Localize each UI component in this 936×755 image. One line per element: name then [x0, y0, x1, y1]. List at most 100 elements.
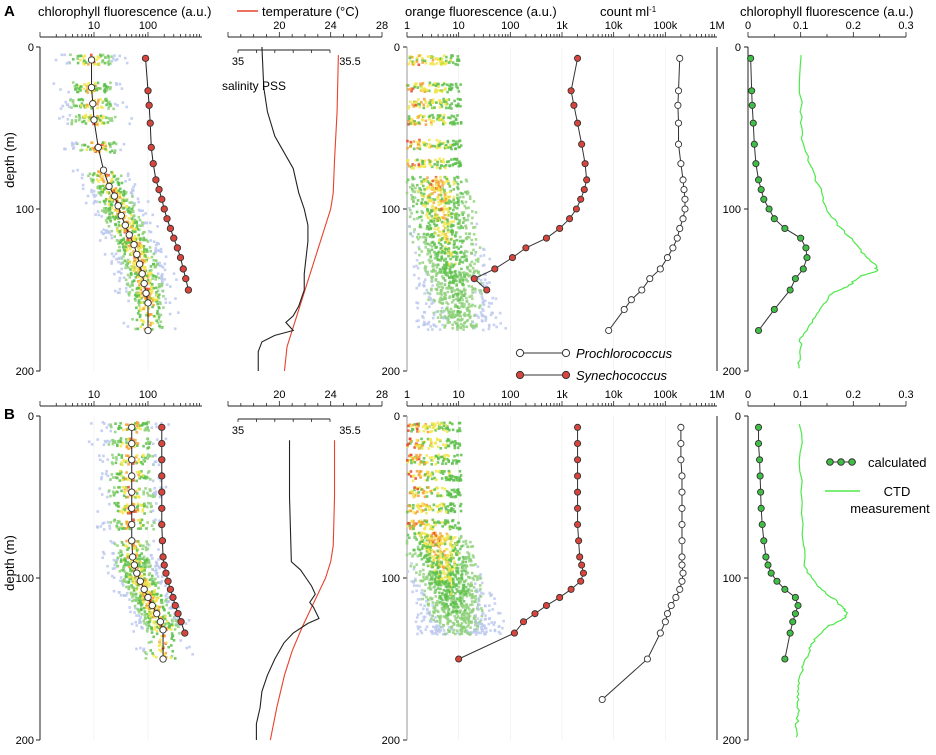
- orange-density-cell: [469, 315, 472, 318]
- chl-density-cell: [90, 443, 94, 446]
- chl-density-cell: [106, 101, 110, 105]
- chl-density-cell: [100, 493, 104, 496]
- chl-density-cell: [140, 552, 143, 555]
- orange-density-cell: [443, 165, 446, 168]
- chl-density-cell: [137, 303, 141, 307]
- orange-density-cell: [450, 212, 454, 215]
- orange-density-cell: [448, 207, 452, 210]
- chl-density-cell: [146, 491, 149, 495]
- orange-density-cell: [406, 84, 410, 87]
- chl-density-cell: [151, 580, 154, 583]
- orange-density-cell: [461, 276, 464, 279]
- orange-density-cell: [435, 478, 438, 481]
- chl-density-cell: [118, 510, 121, 513]
- orange-density-cell: [443, 205, 446, 208]
- orange-density-cell: [422, 563, 425, 566]
- orange-density-cell: [443, 62, 447, 66]
- orange-density-cell: [450, 121, 453, 124]
- chl-density-cell: [138, 557, 142, 560]
- orange-density-cell: [461, 597, 464, 600]
- orange-density-cell: [453, 615, 456, 618]
- orange-density-cell: [447, 106, 451, 110]
- chl-density-cell: [66, 122, 70, 125]
- chl-density-cell: [129, 567, 132, 571]
- orange-density-cell: [436, 461, 440, 464]
- orange-density-cell: [456, 299, 460, 302]
- chl-density-cell: [125, 503, 129, 507]
- orange-density-cell: [467, 214, 470, 218]
- chl-density-cell: [134, 460, 137, 464]
- calculated-point: [749, 119, 757, 127]
- chl-density-cell: [129, 446, 133, 449]
- orange-density-cell: [470, 304, 473, 308]
- orange-density-cell: [457, 90, 461, 93]
- chl-density-cell: [154, 286, 158, 290]
- chl-density-cell: [136, 426, 140, 430]
- orange-density-cell: [427, 195, 430, 199]
- orange-density-cell: [441, 557, 445, 561]
- chl-density-cell: [107, 191, 110, 194]
- orange-density-cell: [412, 524, 416, 528]
- chl-density-cell: [102, 521, 106, 525]
- orange-density-cell: [456, 328, 459, 331]
- orange-density-cell: [422, 322, 426, 326]
- chl-density-cell: [99, 190, 103, 194]
- syn-chl-point: [158, 537, 167, 545]
- orange-density-cell: [443, 241, 447, 244]
- salinity-line: [257, 46, 309, 371]
- orange-density-cell: [420, 210, 424, 213]
- chl-density-cell: [172, 639, 176, 642]
- chl-density-cell: [157, 615, 161, 619]
- orange-density-cell: [439, 296, 443, 300]
- syn-chl-point: [149, 159, 157, 168]
- chl-density-cell: [90, 422, 93, 425]
- orange-density-cell: [406, 459, 409, 462]
- chl-density-cell: [145, 629, 149, 633]
- orange-density-cell: [444, 245, 448, 249]
- chl-density-cell: [143, 598, 146, 601]
- orange-density-cell: [446, 493, 449, 497]
- median-chl-point: [135, 260, 144, 268]
- chl-density-cell: [165, 598, 168, 601]
- orange-density-cell: [416, 306, 419, 310]
- chl-density-cell: [143, 610, 147, 613]
- orange-density-cell: [433, 242, 436, 246]
- orange-density-cell: [450, 147, 453, 151]
- chl-density-cell: [124, 278, 128, 282]
- chl-density-cell: [146, 613, 149, 616]
- chl-density-cell: [136, 312, 140, 315]
- syn-chl-point: [155, 185, 163, 194]
- orange-density-cell: [407, 429, 410, 432]
- chl-density-cell: [132, 599, 136, 602]
- chl-density-cell: [115, 458, 118, 461]
- orange-density-cell: [434, 277, 438, 281]
- chl-density-cell: [151, 305, 154, 309]
- orange-density-cell: [467, 206, 470, 210]
- syn-chl-point: [158, 488, 166, 496]
- orange-density-cell: [473, 314, 476, 318]
- orange-density-cell: [474, 563, 477, 566]
- orange-density-cell: [412, 177, 416, 181]
- chl-density-cell: [118, 287, 122, 291]
- chl-density-cell: [171, 649, 175, 653]
- orange-density-cell: [439, 455, 443, 459]
- median-chl-point: [144, 593, 152, 602]
- orange-density-cell: [417, 494, 420, 498]
- chl-density-cell: [132, 578, 135, 582]
- orange-density-cell: [443, 188, 446, 192]
- chl-density-cell: [141, 547, 144, 551]
- chl-density-cell: [136, 267, 140, 271]
- orange-density-cell: [440, 199, 443, 203]
- orange-density-cell: [420, 201, 424, 204]
- orange-density-cell: [412, 511, 416, 514]
- orange-density-cell: [417, 491, 420, 494]
- orange-density-cell: [416, 140, 419, 144]
- orange-density-cell: [406, 146, 409, 150]
- chl-density-cell: [132, 250, 135, 253]
- chl-density-cell: [147, 615, 150, 619]
- orange-density-cell: [461, 298, 464, 302]
- chl-density-cell: [147, 620, 151, 624]
- chl-density-cell: [107, 489, 111, 492]
- orange-density-cell: [442, 141, 446, 145]
- chl-density-cell: [130, 224, 133, 228]
